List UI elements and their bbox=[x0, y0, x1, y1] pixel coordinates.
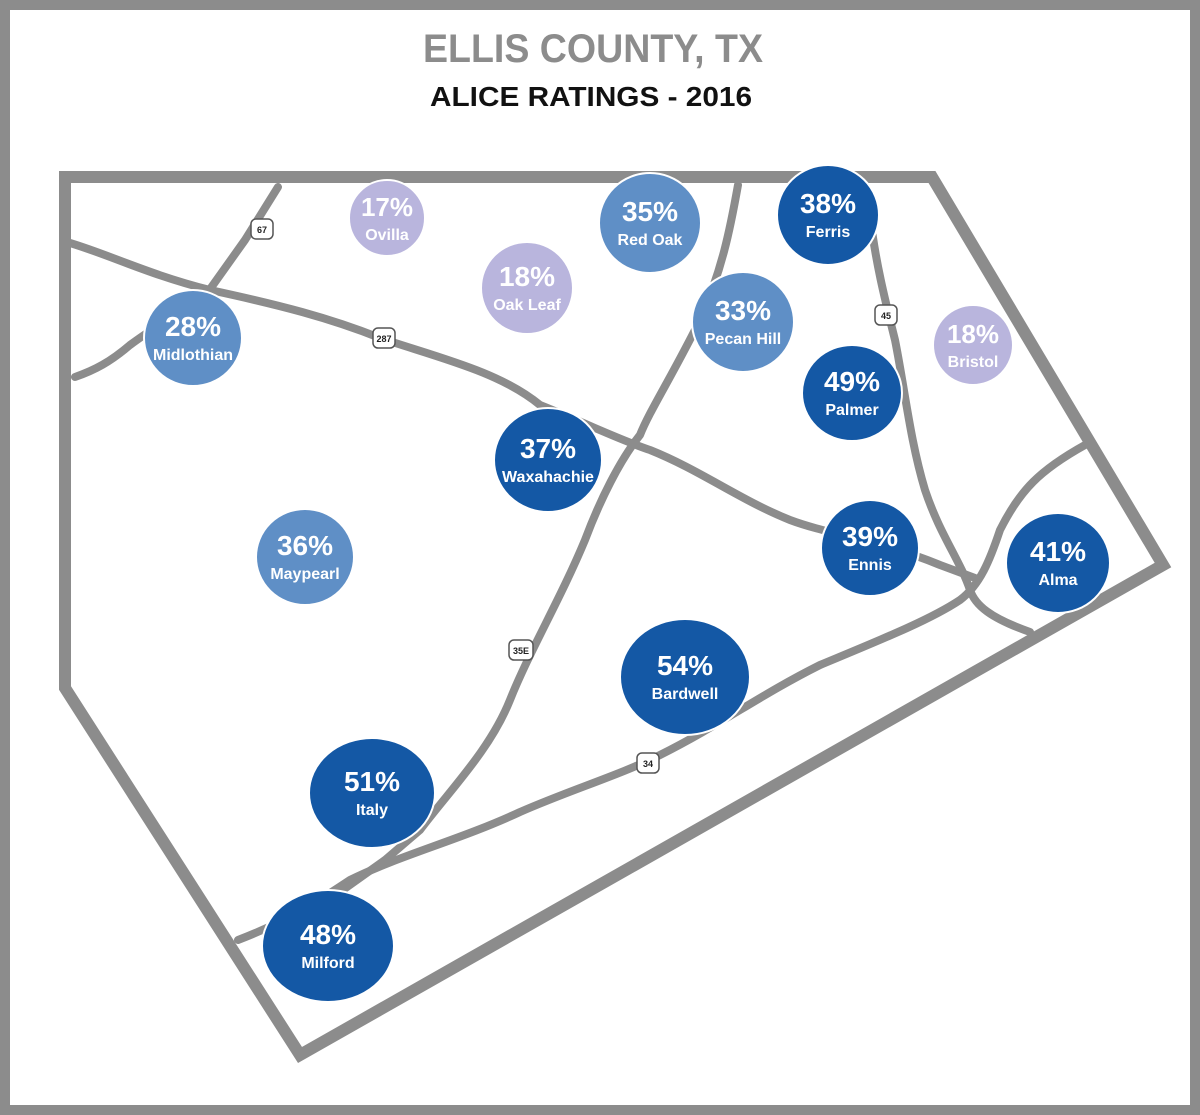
place: 18% Bristol bbox=[932, 304, 1014, 386]
place: 49% Palmer bbox=[801, 344, 903, 442]
place-name: Oak Leaf bbox=[493, 297, 561, 314]
place: 18% Oak Leaf bbox=[480, 241, 574, 335]
highway-shield bbox=[874, 304, 898, 326]
place-circle bbox=[480, 241, 574, 335]
place: 36% Maypearl bbox=[255, 508, 355, 606]
place-name: Red Oak bbox=[618, 232, 683, 249]
place-name: Alma bbox=[1038, 572, 1077, 589]
road bbox=[66, 239, 979, 582]
place-value: 18% bbox=[947, 319, 999, 349]
place-name: Bardwell bbox=[652, 686, 719, 703]
county-border bbox=[59, 171, 1172, 1064]
place-name: Ennis bbox=[848, 557, 892, 574]
place-name: Maypearl bbox=[270, 566, 339, 583]
place-circle bbox=[255, 508, 355, 606]
place: 37% Waxahachie bbox=[493, 407, 603, 513]
highway-shield bbox=[636, 752, 660, 774]
highway-shield bbox=[508, 639, 534, 661]
place-name: Ovilla bbox=[365, 227, 409, 244]
place-name: Midlothian bbox=[153, 347, 233, 364]
place-value: 49% bbox=[824, 366, 880, 397]
place: 38% Ferris bbox=[776, 164, 880, 266]
place: 33% Pecan Hill bbox=[691, 271, 795, 373]
place-value: 33% bbox=[715, 295, 771, 326]
place-circle bbox=[348, 179, 426, 257]
place-value: 36% bbox=[277, 530, 333, 561]
highway-label: 45 bbox=[881, 311, 891, 321]
place-value: 18% bbox=[499, 261, 555, 292]
place-value: 37% bbox=[520, 433, 576, 464]
place-name: Pecan Hill bbox=[705, 331, 781, 348]
place: 28% Midlothian bbox=[143, 289, 243, 387]
place-circle bbox=[1005, 512, 1111, 614]
place-name: Italy bbox=[356, 802, 388, 819]
map-title: ELLIS COUNTY, TX bbox=[423, 27, 763, 71]
place-value: 17% bbox=[361, 192, 413, 222]
place-value: 48% bbox=[300, 919, 356, 950]
place-value: 54% bbox=[657, 650, 713, 681]
highway-label: 287 bbox=[376, 334, 391, 344]
place-circle bbox=[776, 164, 880, 266]
place-name: Bristol bbox=[948, 354, 999, 371]
highway-shield bbox=[250, 218, 274, 240]
place-name: Ferris bbox=[806, 224, 851, 241]
place-name: Palmer bbox=[825, 402, 878, 419]
place-value: 28% bbox=[165, 311, 221, 342]
place-name: Milford bbox=[301, 955, 354, 972]
place-name: Waxahachie bbox=[502, 469, 594, 486]
place-value: 39% bbox=[842, 521, 898, 552]
road bbox=[866, 211, 1034, 636]
place: 39% Ennis bbox=[820, 499, 920, 597]
place-circle bbox=[820, 499, 920, 597]
place: 35% Red Oak bbox=[598, 172, 702, 274]
place-circle bbox=[598, 172, 702, 274]
place-circle bbox=[308, 737, 436, 849]
place-value: 41% bbox=[1030, 536, 1086, 567]
place-circle bbox=[143, 289, 243, 387]
place-circle bbox=[932, 304, 1014, 386]
place: 51% Italy bbox=[308, 737, 436, 849]
place: 48% Milford bbox=[261, 889, 395, 1003]
highway-label: 35E bbox=[513, 646, 529, 656]
place-circle bbox=[493, 407, 603, 513]
place: 54% Bardwell bbox=[619, 618, 751, 736]
map-subtitle: ALICE RATINGS - 2016 bbox=[430, 81, 752, 112]
place: 41% Alma bbox=[1005, 512, 1111, 614]
place: 17% Ovilla bbox=[348, 179, 426, 257]
highway-label: 34 bbox=[643, 759, 653, 769]
highway-label: 67 bbox=[257, 225, 267, 235]
place-circle bbox=[261, 889, 395, 1003]
shields: 67 287 45 35E 34 bbox=[250, 218, 898, 774]
place-value: 35% bbox=[622, 196, 678, 227]
place-value: 38% bbox=[800, 188, 856, 219]
place-circle bbox=[691, 271, 795, 373]
place-circle bbox=[801, 344, 903, 442]
highway-shield bbox=[372, 327, 396, 349]
place-circle bbox=[619, 618, 751, 736]
place-value: 51% bbox=[344, 766, 400, 797]
